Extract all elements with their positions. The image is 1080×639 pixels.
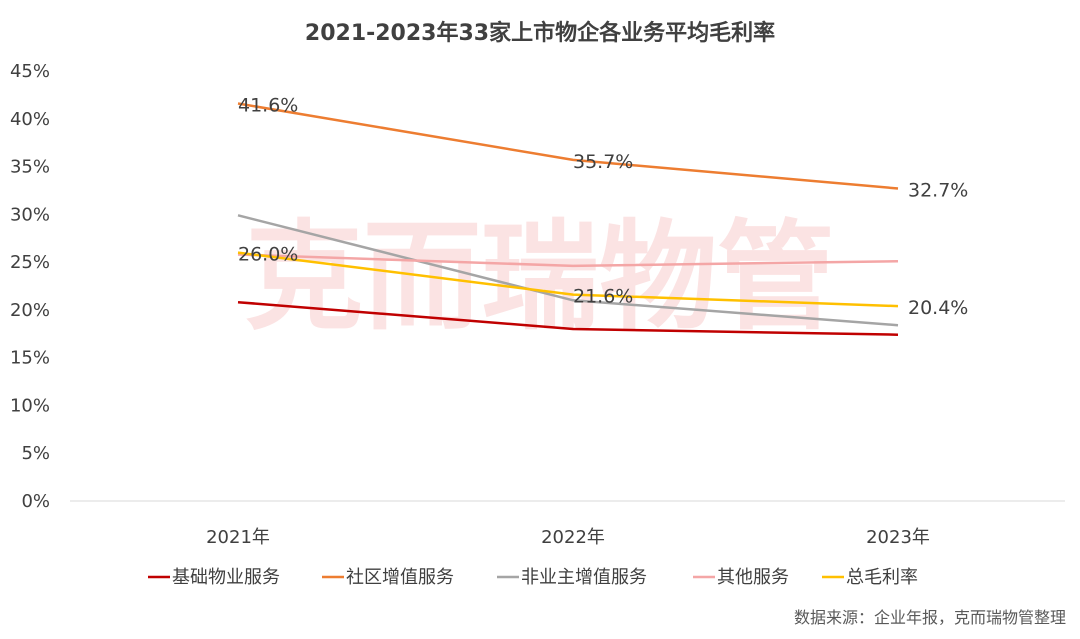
y-axis: 0% 5% 10% 15% 20% 25% 30% 35% 40% 45% <box>10 61 50 512</box>
data-label: 21.6% <box>573 286 633 308</box>
y-tick-label: 25% <box>10 252 50 273</box>
chart-title: 2021-2023年33家上市物企各业务平均毛利率 <box>305 20 775 46</box>
x-tick-label: 2021年 <box>206 527 270 548</box>
y-tick-label: 45% <box>10 61 50 82</box>
y-tick-label: 5% <box>21 443 50 464</box>
series-line-2 <box>237 214 899 327</box>
y-tick-label: 35% <box>10 157 50 178</box>
data-label: 26.0% <box>238 244 298 266</box>
series-lines <box>237 102 899 336</box>
legend: 基础物业服务 社区增值服务 非业主增值服务 其他服务 总毛利率 <box>148 567 918 588</box>
x-tick-label: 2023年 <box>866 527 930 548</box>
source-note: 数据来源：企业年报，克而瑞物管整理 <box>794 608 1066 627</box>
data-labels: 41.6% 35.7% 32.7% 26.0% 21.6% 20.4% <box>238 94 968 319</box>
data-label: 41.6% <box>238 94 298 116</box>
y-tick-label: 10% <box>10 395 50 416</box>
series-line-0 <box>237 300 899 336</box>
y-tick-label: 0% <box>21 491 50 512</box>
data-label: 35.7% <box>573 151 633 173</box>
series-line-3 <box>237 253 899 268</box>
y-tick-label: 15% <box>10 348 50 369</box>
series-line-4 <box>237 251 899 308</box>
legend-label: 总毛利率 <box>846 567 918 588</box>
legend-label: 非业主增值服务 <box>521 567 647 588</box>
x-axis: 2021年 2022年 2023年 <box>206 527 930 548</box>
legend-label: 其他服务 <box>717 567 789 588</box>
series-line-1 <box>237 102 899 190</box>
data-label: 32.7% <box>908 180 968 202</box>
data-label: 20.4% <box>908 297 968 319</box>
y-tick-label: 40% <box>10 109 50 130</box>
legend-label: 社区增值服务 <box>346 567 454 588</box>
watermark: 克而瑞物管 <box>245 208 835 346</box>
legend-label: 基础物业服务 <box>172 567 280 588</box>
x-tick-label: 2022年 <box>541 527 605 548</box>
y-tick-label: 30% <box>10 204 50 225</box>
y-tick-label: 20% <box>10 300 50 321</box>
